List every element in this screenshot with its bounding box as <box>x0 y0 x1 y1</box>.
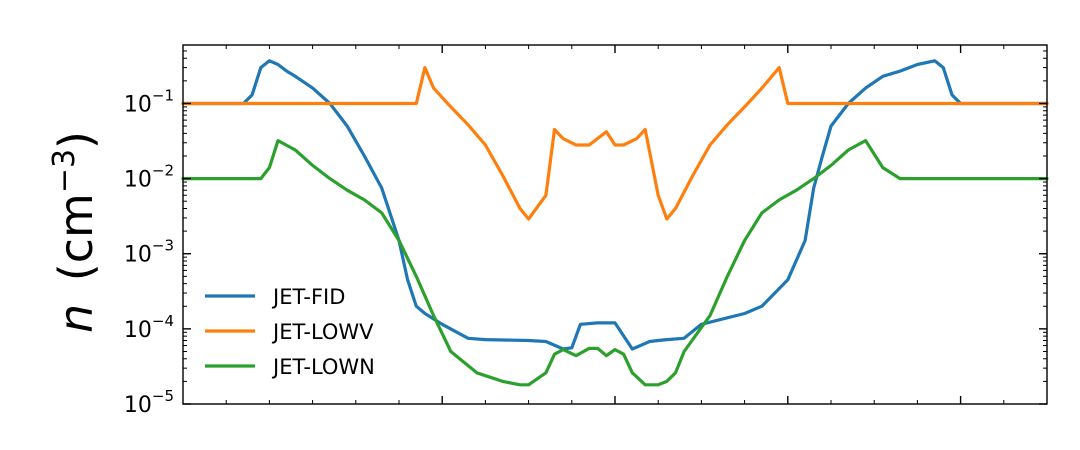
legend-label-jet-fid: JET-FID <box>271 285 345 309</box>
y-axis-unit-exp: −3 <box>47 149 82 193</box>
y-tick-labels: 10−5 10−4 10−3 10−2 10−1 <box>124 86 174 418</box>
y-tick-label: 10−1 <box>124 86 174 117</box>
plot-frame <box>182 44 1048 405</box>
y-tick-label: 10−3 <box>124 237 174 268</box>
y-axis-unit: cm <box>49 193 103 263</box>
y-axis-label: n (cm−3) <box>47 131 103 333</box>
series-line-jet-lowv <box>181 65 1049 221</box>
legend: JET-FID JET-LOWV JET-LOWN <box>205 285 375 379</box>
series-line-jet-lown <box>181 139 1049 387</box>
series-line-jet-fid <box>181 59 1049 351</box>
y-tick-label: 10−4 <box>124 312 174 343</box>
plot-lines <box>181 59 1049 387</box>
y-tick-label: 10−5 <box>124 387 174 418</box>
y-tick-label: 10−2 <box>124 162 174 193</box>
y-axis-symbol: n <box>49 304 103 333</box>
legend-label-jet-lown: JET-LOWN <box>271 355 375 379</box>
legend-label-jet-lowv: JET-LOWV <box>271 320 374 344</box>
